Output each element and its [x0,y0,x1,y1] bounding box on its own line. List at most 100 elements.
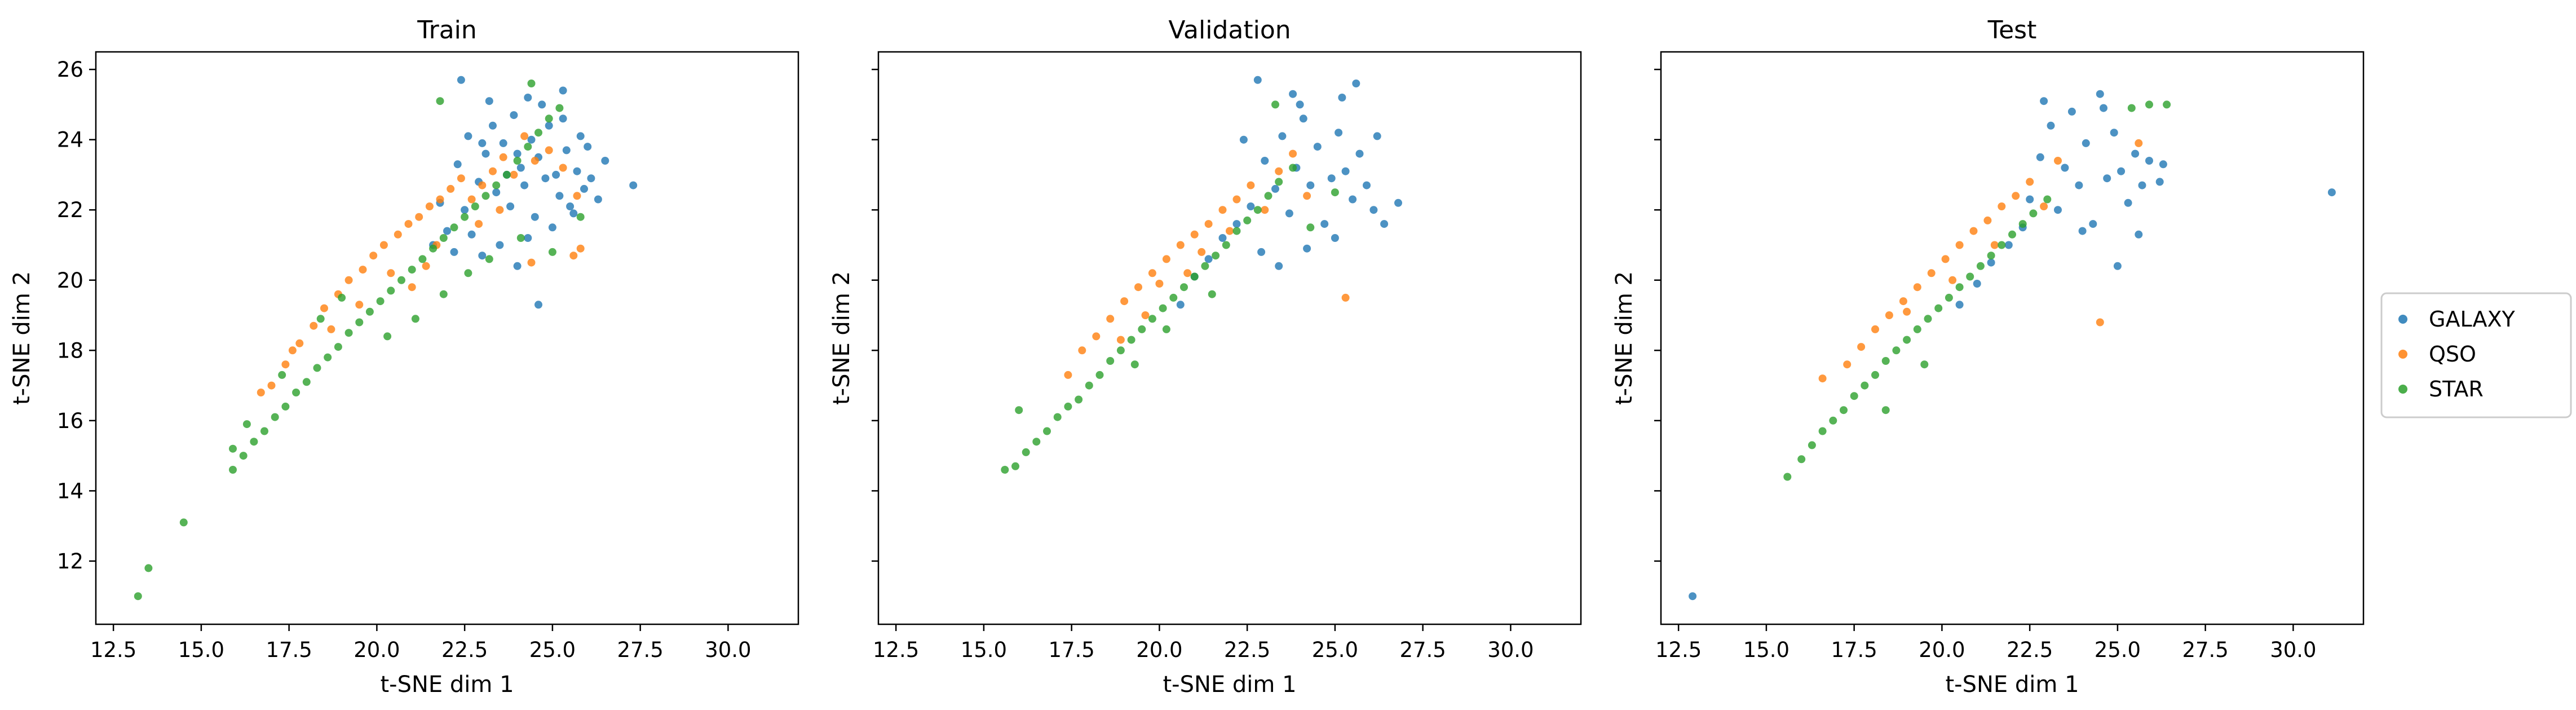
data-point-galaxy [1247,202,1255,210]
data-point-star [1818,427,1827,435]
data-point-galaxy [569,209,578,218]
data-point-star [324,353,332,361]
legend-label-star: STAR [2429,377,2484,402]
data-point-star [1998,241,2006,249]
data-point-qso [1303,192,1311,200]
data-point-star [1011,462,1019,470]
data-point-qso [1092,332,1101,341]
data-point-qso [569,252,578,260]
data-point-galaxy [594,195,602,204]
data-point-qso [281,360,290,369]
data-point-star [2043,195,2052,204]
data-point-qso [1078,346,1086,355]
data-point-qso [478,181,487,189]
data-point-qso [489,167,497,175]
data-point-galaxy [2040,97,2048,105]
data-point-galaxy [584,143,592,151]
data-point-galaxy [499,139,507,147]
points-test [1689,90,2336,601]
panel-title-train: Train [417,16,477,45]
data-point-star [492,181,501,189]
x-tick-label: 17.5 [1831,638,1877,662]
data-point-star [1015,406,1023,414]
data-point-galaxy [555,192,564,200]
data-point-galaxy [2067,107,2076,116]
data-point-qso [295,339,304,347]
data-point-galaxy [1335,129,1343,137]
points-train [134,76,638,601]
series-qso-validation [1064,149,1350,379]
legend-item-galaxy: GALAXY [2398,307,2516,332]
data-point-star [281,402,290,411]
data-point-qso [355,301,364,309]
data-point-qso [1141,311,1150,319]
data-point-star [1275,178,1283,186]
data-point-star [229,466,237,474]
data-point-galaxy [531,213,539,221]
x-tick-label: 22.5 [441,638,488,662]
data-point-galaxy [450,248,458,256]
data-point-star [1148,315,1156,323]
data-point-galaxy [2054,206,2062,214]
data-point-star [1331,188,1339,197]
data-point-star [1861,381,1869,390]
data-point-galaxy [573,167,581,175]
data-point-star [1095,371,1104,379]
series-star-validation [1001,100,1339,474]
data-point-galaxy [1355,149,1364,158]
panel-train: Train 12.5 15.0 17.5 20.0 22.5 25.0 27.5 30.0 12 1… [9,16,799,698]
data-point-star [1190,272,1199,281]
data-point-star [2163,100,2171,109]
data-point-galaxy [1313,143,1322,151]
data-point-star [1871,371,1879,379]
data-point-qso [1148,269,1156,277]
data-point-galaxy [492,188,501,197]
data-point-qso [576,244,585,253]
data-point-qso [320,304,328,312]
data-point-star [450,223,458,232]
data-point-galaxy [545,121,553,130]
data-point-galaxy [541,174,550,183]
data-point-galaxy [443,227,451,235]
legend-item-star: STAR [2398,377,2484,402]
data-point-star [555,104,564,112]
data-point-star [1127,336,1135,344]
data-point-galaxy [562,146,571,155]
data-point-qso [1198,248,1206,256]
data-point-qso [1843,360,1852,369]
x-tick-label: 20.0 [1919,638,1965,662]
data-point-qso [1903,307,1911,316]
data-point-galaxy [538,100,546,109]
data-point-galaxy [2100,104,2107,112]
data-point-star [471,202,479,210]
data-point-star [242,420,251,429]
data-point-qso [1232,195,1241,204]
x-tick-label: 12.5 [873,638,919,662]
data-point-qso [2096,318,2104,327]
y-tick-label: 26 [57,58,83,82]
data-point-star [334,343,342,351]
data-point-qso [467,195,476,204]
data-point-qso [394,230,402,239]
data-point-galaxy [457,76,465,84]
data-point-qso [2012,192,2020,200]
data-point-qso [344,276,353,284]
data-point-galaxy [2110,129,2118,137]
data-point-galaxy [1369,206,1378,214]
data-point-qso [1064,371,1072,379]
data-point-galaxy [1289,90,1297,98]
data-point-star [1169,293,1178,302]
data-point-star [2145,100,2153,109]
data-point-star [1945,293,1953,302]
series-galaxy-train [429,76,638,309]
data-point-galaxy [516,164,525,172]
data-point-star [461,213,469,221]
data-point-star [144,564,153,572]
data-point-qso [369,252,378,260]
legend-item-qso: QSO [2398,342,2476,367]
data-point-galaxy [481,149,490,158]
x-tick-label: 15.0 [961,638,1007,662]
data-point-qso [1899,297,1907,306]
data-point-star [2127,104,2136,112]
data-point-qso [1998,202,2006,210]
